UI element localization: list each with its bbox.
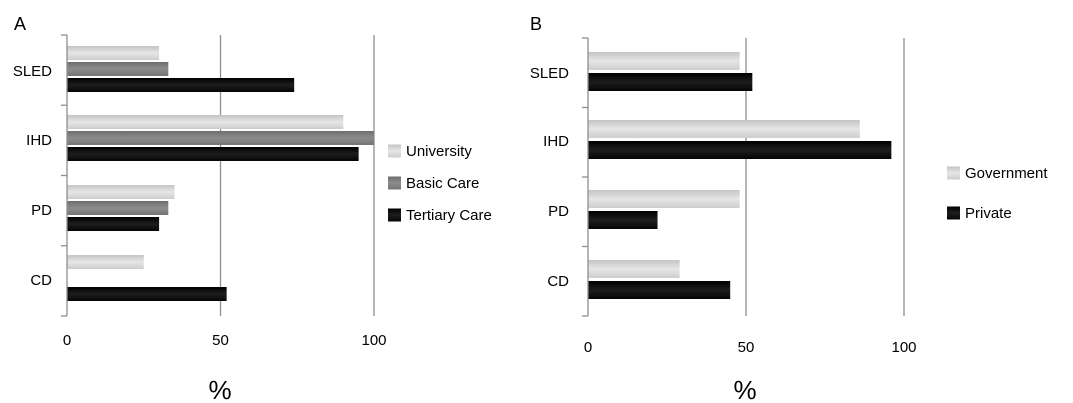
panel-a-legend-swatch-basic-care bbox=[388, 176, 401, 190]
panel-b-legend-swatch-private bbox=[947, 206, 960, 220]
panel-b-category-label-pd: PD bbox=[548, 203, 569, 220]
panel-a-legend-label-basic-care: Basic Care bbox=[406, 175, 479, 192]
panel-b-bar-cd-government bbox=[588, 260, 680, 278]
panel-a-bar-sled-university bbox=[67, 46, 160, 60]
panel-a-bar-ihd-basic-care bbox=[67, 131, 374, 145]
panel-a-bar-ihd-tertiary-care bbox=[67, 147, 359, 161]
panel-a-x-tick-label-100: 100 bbox=[361, 332, 386, 349]
panel-a-x-tick-label-50: 50 bbox=[212, 332, 229, 349]
panel-a-legend: University Basic Care Tertiary Care bbox=[388, 143, 492, 224]
panel-a-bar-sled-basic-care bbox=[67, 62, 169, 76]
panel-b-category-label-sled: SLED bbox=[530, 65, 569, 82]
panel-b-x-tick-label-50: 50 bbox=[738, 339, 755, 356]
panel-a-bar-pd-tertiary-care bbox=[67, 217, 160, 231]
panel-b-legend-swatch-government bbox=[947, 166, 960, 180]
chart-panel-b: B SLED IHD PD CD 0 50 100 % Government Private bbox=[530, 14, 1049, 403]
panel-a-legend-swatch-university bbox=[388, 144, 401, 158]
panel-a-bar-cd-tertiary-care bbox=[67, 287, 227, 301]
panel-b-category-label-cd: CD bbox=[547, 273, 569, 290]
panel-a-x-tick-label-0: 0 bbox=[63, 332, 71, 349]
panel-a-bar-ihd-university bbox=[67, 115, 344, 129]
panel-a-x-axis-title: % bbox=[208, 375, 231, 403]
panel-b-label: B bbox=[530, 14, 542, 34]
panel-a-category-label-cd: CD bbox=[30, 272, 52, 289]
panel-b-legend-label-government: Government bbox=[965, 165, 1048, 182]
panel-a-category-label-pd: PD bbox=[31, 202, 52, 219]
panel-b-legend-label-private: Private bbox=[965, 205, 1012, 222]
panel-a-legend-label-tertiary-care: Tertiary Care bbox=[406, 207, 492, 224]
panel-b-bar-cd-private bbox=[588, 281, 731, 299]
panel-a-bar-sled-tertiary-care bbox=[67, 78, 295, 92]
panel-a-category-label-sled: SLED bbox=[13, 63, 52, 80]
panel-b-legend: Government Private bbox=[947, 165, 1048, 222]
chart-panel-a: A SLED IHD PD CD 0 50 100 % University Basic C… bbox=[13, 14, 492, 403]
panel-b-bar-pd-private bbox=[588, 211, 658, 229]
panel-b-x-tick-label-100: 100 bbox=[891, 339, 916, 356]
panel-a-legend-swatch-tertiary-care bbox=[388, 208, 401, 222]
panel-b-bar-ihd-government bbox=[588, 120, 860, 138]
panel-b-bar-sled-government bbox=[588, 52, 740, 70]
panel-b-category-label-ihd: IHD bbox=[543, 133, 569, 150]
panel-b-x-axis-title: % bbox=[733, 375, 756, 403]
panel-a-bar-pd-university bbox=[67, 185, 175, 199]
panel-b-bar-pd-government bbox=[588, 190, 740, 208]
panel-a-category-label-ihd: IHD bbox=[26, 132, 52, 149]
panel-a-bar-cd-university bbox=[67, 255, 144, 269]
panel-a-bar-pd-basic-care bbox=[67, 201, 169, 215]
panel-a-label: A bbox=[14, 14, 26, 34]
panel-b-bar-ihd-private bbox=[588, 141, 892, 159]
panel-a-legend-label-university: University bbox=[406, 143, 472, 160]
panel-b-bar-sled-private bbox=[588, 73, 753, 91]
panel-b-x-tick-label-0: 0 bbox=[584, 339, 592, 356]
